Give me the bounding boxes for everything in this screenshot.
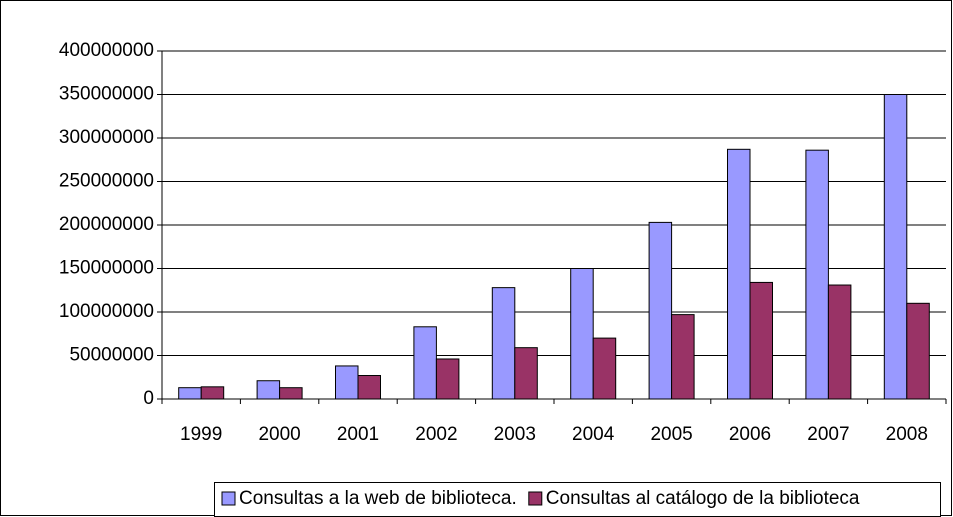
bar: [178, 387, 202, 400]
x-tick-label: 1999: [180, 424, 222, 445]
bar: [514, 347, 538, 400]
bar: [671, 314, 695, 400]
bar: [883, 94, 908, 400]
bar: [648, 221, 673, 400]
y-tick-label: 350000000: [59, 84, 154, 105]
bar: [357, 375, 381, 400]
legend-box: [214, 482, 941, 517]
x-tick-label: 2006: [729, 424, 771, 445]
legend-swatch: [221, 491, 236, 506]
x-tick-label: 2003: [494, 424, 536, 445]
bar: [279, 387, 303, 400]
x-tick-label: 2001: [337, 424, 379, 445]
y-tick-label: 0: [143, 388, 154, 409]
bar: [727, 148, 751, 400]
bar: [335, 365, 359, 400]
bar: [256, 380, 281, 400]
bar: [827, 284, 852, 400]
x-tick-label: 2007: [807, 424, 849, 445]
x-tick-label: 2002: [415, 424, 457, 445]
bar: [592, 337, 617, 400]
bar: [805, 149, 829, 400]
x-tick-label: 2000: [258, 424, 300, 445]
legend-swatch: [528, 491, 543, 506]
y-tick-label: 150000000: [59, 258, 154, 279]
bar: [749, 281, 773, 400]
y-tick-label: 50000000: [69, 345, 154, 366]
bar: [906, 302, 930, 400]
bar: [435, 358, 460, 400]
bar: [570, 268, 594, 400]
x-tick-label: 2005: [650, 424, 692, 445]
legend-label: Consultas a la web de biblioteca.: [239, 488, 517, 509]
bar: [491, 287, 516, 400]
y-tick-label: 400000000: [59, 40, 154, 61]
y-tick-label: 100000000: [59, 301, 154, 322]
bar: [413, 326, 437, 400]
y-tick-label: 250000000: [59, 171, 154, 192]
y-tick-label: 300000000: [59, 127, 154, 148]
bar: [200, 386, 225, 400]
y-tick-label: 200000000: [59, 214, 154, 235]
legend-label: Consultas al catálogo de la biblioteca: [546, 488, 860, 509]
x-tick-label: 2008: [886, 424, 928, 445]
x-tick-label: 2004: [572, 424, 615, 445]
